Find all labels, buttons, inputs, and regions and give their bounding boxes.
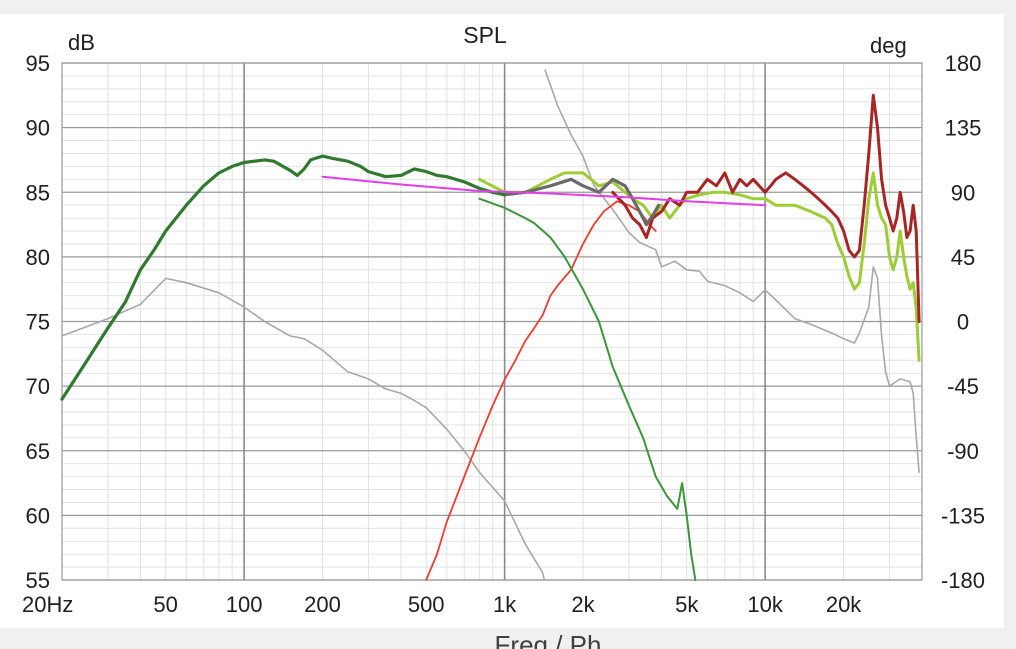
y-right-tick-label: -45 <box>947 374 979 399</box>
y-right-tick-label: -90 <box>947 439 979 464</box>
axis-labels: SPL dB deg 95 90 85 80 75 70 65 60 55 180 135 90 45 0… <box>22 22 985 617</box>
x-tick-label: 100 <box>226 592 263 617</box>
x-tick-label: 50 <box>153 592 177 617</box>
series-line-6 <box>503 177 661 227</box>
x-tick-label: 5k <box>675 592 699 617</box>
chart-title: SPL <box>463 22 507 48</box>
y-left-tick-label: 90 <box>26 116 50 141</box>
x-tick-label: 20Hz <box>22 592 73 617</box>
y-right-tick-label: -180 <box>941 568 985 593</box>
y-left-tick-label: 85 <box>26 180 50 205</box>
series-line-8 <box>321 175 767 207</box>
series-line-5 <box>611 93 921 323</box>
y-left-tick-label: 75 <box>26 310 50 335</box>
y-right-tick-label: 135 <box>945 116 982 141</box>
y-right-tick-label: 90 <box>951 180 975 205</box>
y-right-tick-label: 180 <box>945 51 982 76</box>
x-tick-label: 500 <box>408 592 445 617</box>
right-axis-unit: deg <box>870 33 907 58</box>
x-tick-label: 1k <box>493 592 517 617</box>
left-axis-unit: dB <box>68 30 95 55</box>
y-left-tick-label: 95 <box>26 51 50 76</box>
y-right-tick-label: -135 <box>941 503 985 528</box>
series-line-2 <box>425 200 657 581</box>
footer-text: Freq / Ph <box>494 632 602 649</box>
y-left-tick-label: 60 <box>26 503 50 528</box>
footer-label: Freq / Ph <box>0 632 1016 649</box>
y-left-tick-label: 70 <box>26 374 50 399</box>
y-left-tick-label: 80 <box>26 245 50 270</box>
series-line-4 <box>477 171 921 362</box>
series-line-1 <box>61 69 920 581</box>
series-group <box>60 69 921 581</box>
grid <box>61 62 923 581</box>
spl-chart: SPL dB deg 95 90 85 80 75 70 65 60 55 180 135 90 45 0… <box>22 22 985 617</box>
plot-frame <box>61 62 923 581</box>
chart-panel: SPL dB deg 95 90 85 80 75 70 65 60 55 180 135 90 45 0… <box>0 14 1004 628</box>
y-right-tick-label: 0 <box>957 310 969 335</box>
series-line-3 <box>478 197 697 581</box>
x-tick-label: 10k <box>747 592 783 617</box>
y-left-tick-label: 55 <box>26 568 50 593</box>
y-left-tick-label: 65 <box>26 439 50 464</box>
x-tick-label: 200 <box>304 592 341 617</box>
x-tick-label: 2k <box>571 592 595 617</box>
x-tick-label: 20k <box>826 592 862 617</box>
series-line-7 <box>60 154 507 401</box>
y-right-tick-label: 45 <box>951 245 975 270</box>
